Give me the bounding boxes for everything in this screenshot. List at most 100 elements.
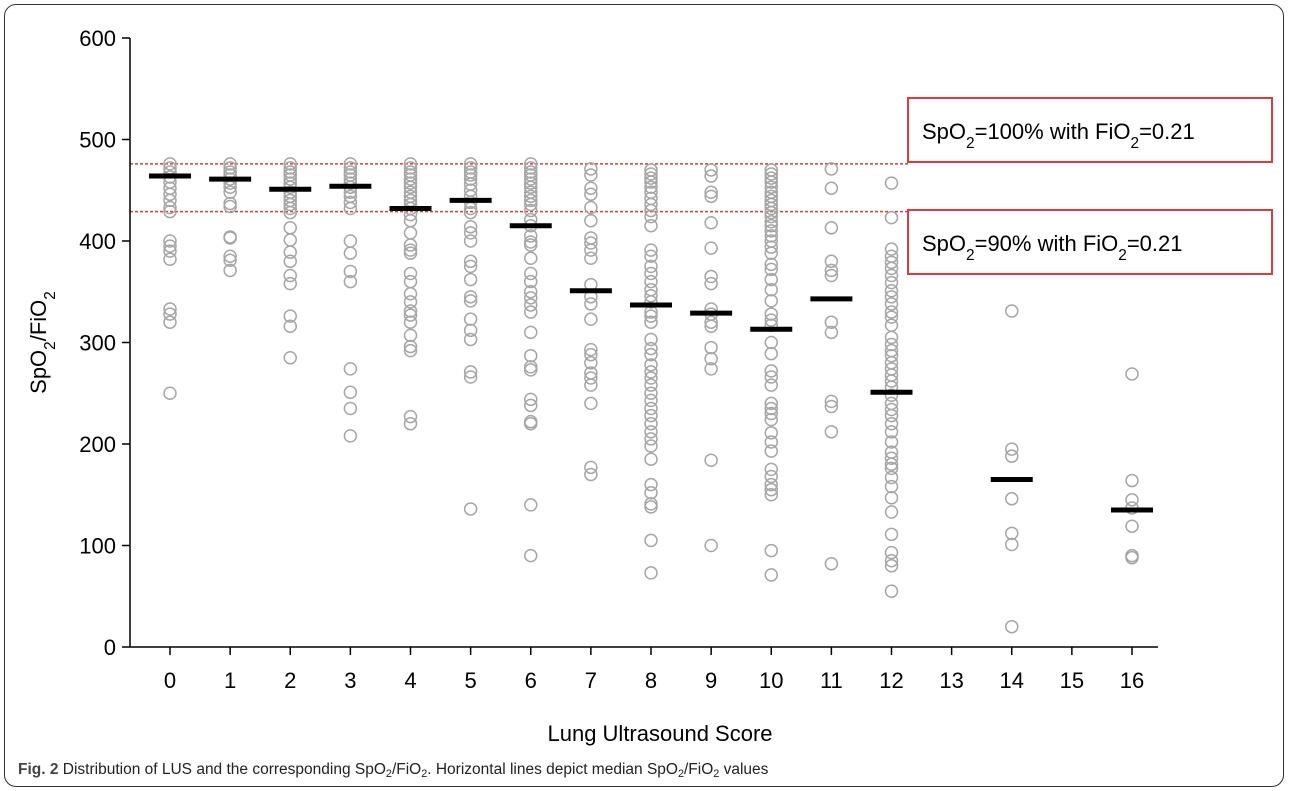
data-point [644,408,658,423]
data-point [463,332,478,347]
x-tick-label: 14 [1000,668,1024,693]
data-point [704,340,718,355]
data-point [884,457,899,472]
data-point [764,167,778,181]
y-tick-label: 0 [104,635,116,660]
data-point [524,392,538,407]
data-point [824,162,839,176]
data-point [524,157,538,171]
caption-text-5: values [719,761,769,778]
data-point [884,402,899,417]
data-point [764,175,778,189]
data-point [764,370,778,384]
data-point [403,315,418,329]
data-point [1005,619,1019,634]
data-point [283,276,297,291]
data-point [524,363,538,377]
data-point [223,185,237,200]
data-point [1125,519,1139,533]
data-point [283,268,297,283]
data-point [644,393,658,408]
data-point [1005,304,1019,318]
data-point [824,325,839,340]
x-tick-label: 0 [164,668,176,693]
data-point [524,203,538,218]
data-point [1125,493,1139,507]
data-point [463,294,478,308]
reference-annotation-text: SpO2=90% with FiO2=0.21 [922,231,1183,264]
data-point [764,477,778,492]
data-point [644,401,658,416]
data-point [884,461,899,476]
data-point [163,187,177,202]
data-point [223,157,237,171]
data-point [644,477,658,492]
caption-sub-4: 2 [713,768,720,780]
data-point [764,307,778,321]
data-point [223,263,237,278]
data-point [764,335,778,350]
data-point [884,176,899,190]
data-point [524,189,538,204]
data-point [584,378,598,392]
data-point [644,259,658,274]
data-point [764,346,778,361]
x-tick-label: 16 [1120,668,1144,693]
data-point [463,290,478,304]
data-point [223,231,237,245]
data-point [644,358,658,372]
data-point [343,429,358,443]
data-point [764,262,778,277]
data-point [884,408,899,423]
y-tick-label: 600 [79,26,116,51]
x-tick-label: 13 [939,668,963,693]
data-point [584,213,598,228]
data-point [403,339,418,354]
data-point [764,313,778,327]
data-point [584,200,598,215]
data-point [764,224,778,238]
data-point [403,328,418,343]
data-point [403,226,418,240]
data-point [403,266,418,281]
data-point [403,409,418,424]
data-point [584,312,598,326]
data-point [824,557,839,571]
data-point [644,266,658,281]
data-point [644,289,658,303]
data-point [884,505,899,519]
data-point [884,330,899,345]
data-point [764,171,778,185]
data-point [524,274,538,289]
caption-text-4: /FiO [684,761,714,778]
data-point [644,180,658,194]
data-point [283,233,297,247]
data-point [644,533,658,548]
data-point [524,161,538,175]
data-point [524,291,538,305]
data-point [343,385,358,399]
data-point [764,240,778,254]
data-point [223,199,237,214]
data-point [884,348,899,363]
data-point [463,502,478,516]
data-point [463,157,478,171]
data-point [163,239,177,253]
data-point [824,268,839,283]
data-point [644,341,658,356]
data-point [343,201,358,216]
data-point [824,425,839,439]
data-point [644,371,658,385]
data-point [584,187,598,202]
x-tick-label: 2 [284,668,296,693]
data-point [644,416,658,431]
data-point [283,157,297,171]
data-point [764,229,778,243]
data-point [283,319,297,334]
y-tick-label: 100 [79,534,116,559]
data-point [764,488,778,502]
data-point [764,401,778,416]
data-point [764,294,778,308]
figure-caption: Fig. 2 Distribution of LUS and the corre… [18,761,768,779]
data-point [163,252,177,267]
